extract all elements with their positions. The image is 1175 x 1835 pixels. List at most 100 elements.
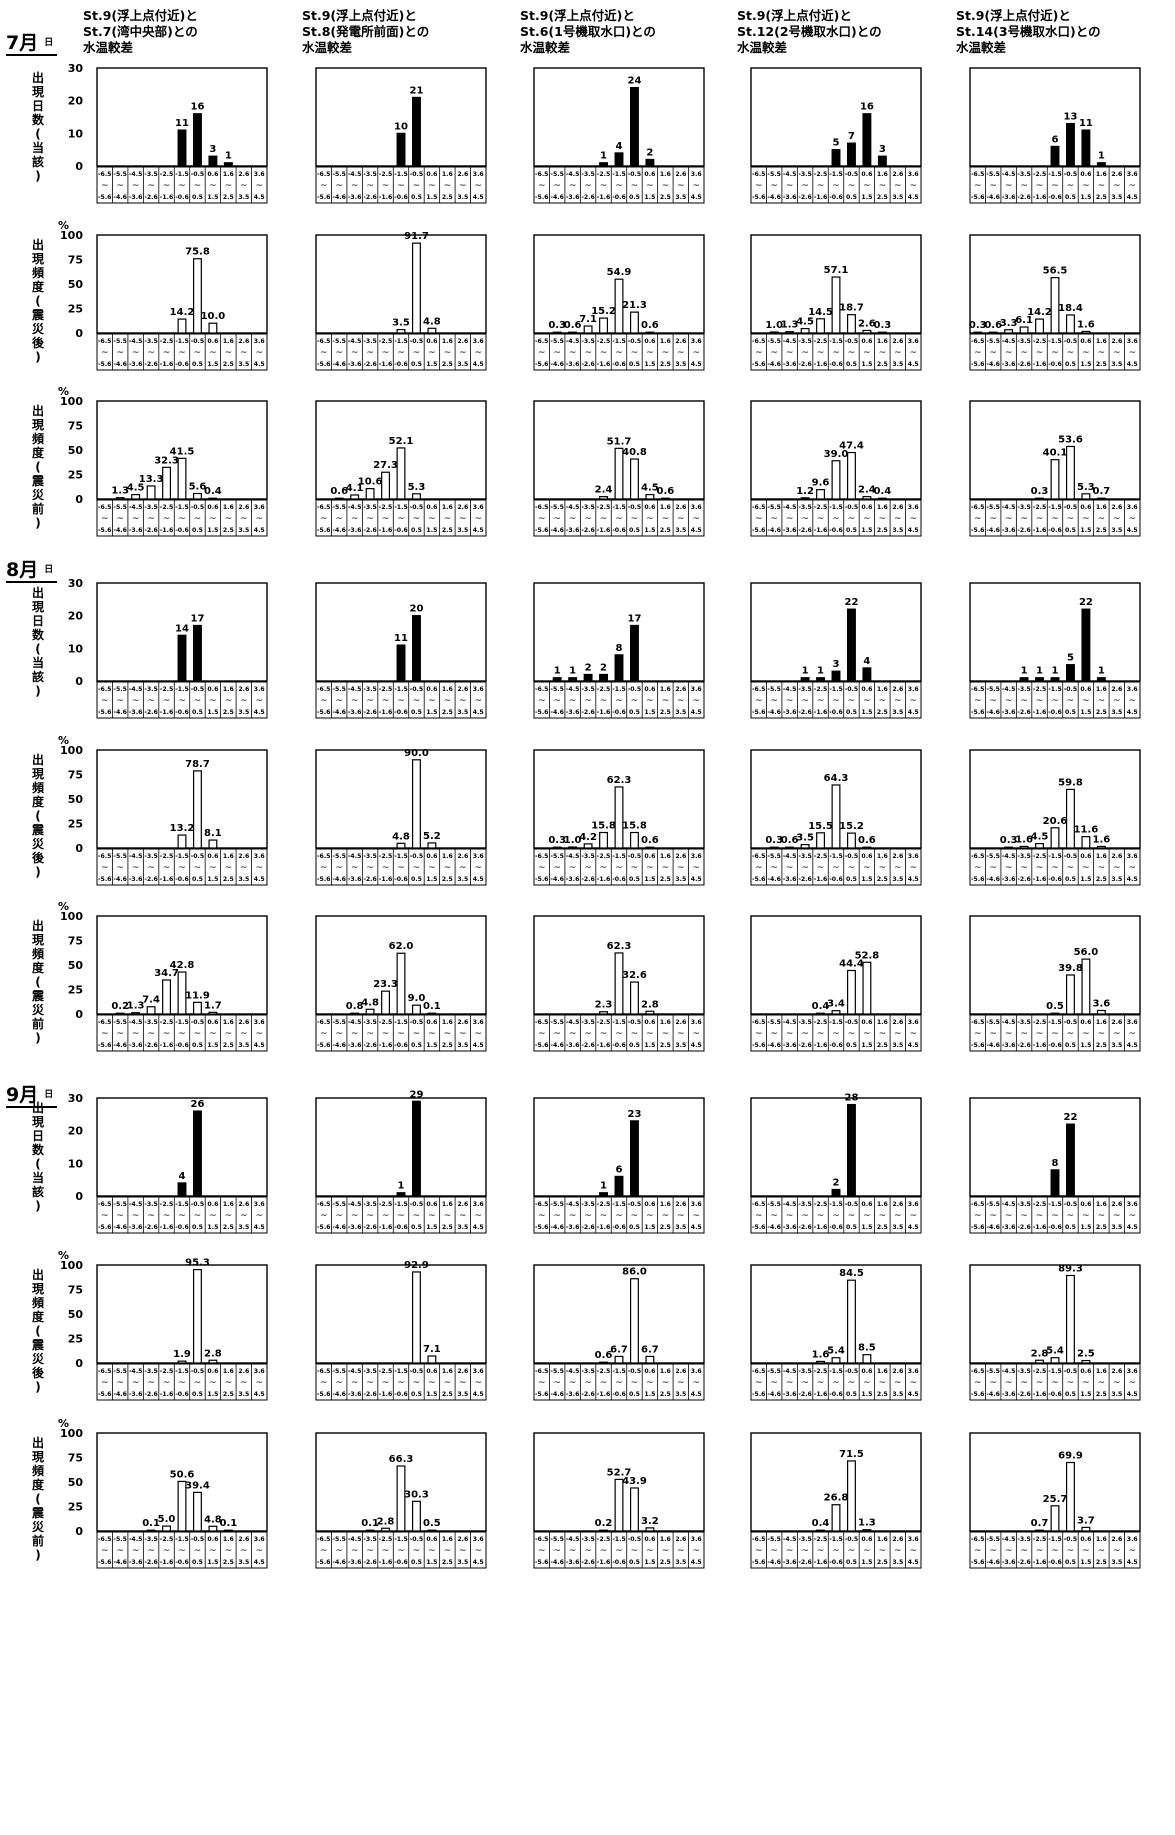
data-label: 43.9 <box>622 1476 647 1487</box>
x-bin-upper: -5.6 <box>752 709 766 716</box>
x-bin-lower: 1.6 <box>223 504 234 511</box>
x-bin-upper: -4.6 <box>986 1391 1000 1398</box>
x-bin-upper: -3.6 <box>783 1042 797 1049</box>
x-bin-lower: -6.5 <box>971 1019 985 1026</box>
x-bin-lower: -4.5 <box>566 1368 580 1375</box>
x-bin-separator: ~ <box>101 1029 109 1039</box>
x-bin-upper: -3.6 <box>566 1559 580 1566</box>
x-bin-upper: 0.5 <box>846 1559 857 1566</box>
x-bin-lower: -4.5 <box>129 171 143 178</box>
y-tick-label: 30 <box>68 62 84 75</box>
x-bin-lower: -3.5 <box>363 1019 377 1026</box>
x-bin-upper: 4.5 <box>473 709 484 716</box>
x-bin-lower: 3.6 <box>908 1019 919 1026</box>
bar <box>223 162 233 167</box>
x-bin-lower: -6.5 <box>535 504 549 511</box>
x-bin-upper: 0.5 <box>1065 1224 1076 1231</box>
x-bin-lower: 0.6 <box>644 1368 655 1375</box>
x-bin-upper: -5.6 <box>971 527 985 534</box>
y-unit-label: % <box>58 1417 69 1430</box>
x-bin-lower: -3.5 <box>1017 1536 1031 1543</box>
x-bin-separator: ~ <box>397 1546 405 1556</box>
x-bin-table <box>750 681 922 719</box>
data-label: 0.3 <box>548 835 566 846</box>
x-bin-upper: -5.6 <box>535 1042 549 1049</box>
x-bin-separator: ~ <box>335 1546 343 1556</box>
x-bin-lower: -5.5 <box>550 1368 564 1375</box>
x-bin-lower: 1.6 <box>442 1201 453 1208</box>
bar <box>645 493 655 500</box>
x-bin-separator: ~ <box>770 1211 778 1221</box>
bar <box>1065 664 1075 682</box>
x-bin-lower: -4.5 <box>348 1368 362 1375</box>
x-bin-separator: ~ <box>569 1211 577 1221</box>
y-axis-label-char: ( <box>35 294 40 308</box>
y-axis-label-char: 震 <box>32 474 45 488</box>
bar <box>614 1355 624 1364</box>
y-axis-label-char: 頻 <box>32 780 44 795</box>
bar <box>846 1103 856 1197</box>
x-bin-upper: -0.6 <box>1048 527 1062 534</box>
x-bin-separator: ~ <box>1128 348 1136 358</box>
x-bin-upper: -2.6 <box>1017 709 1031 716</box>
data-label: 44.4 <box>839 958 864 969</box>
x-bin-separator: ~ <box>1051 514 1059 524</box>
x-bin-lower: -6.5 <box>752 1019 766 1026</box>
x-bin-separator: ~ <box>909 514 917 524</box>
x-bin-separator: ~ <box>662 1546 670 1556</box>
x-bin-separator: ~ <box>413 1029 421 1039</box>
x-bin-upper: 4.5 <box>473 1391 484 1398</box>
x-bin-separator: ~ <box>209 1546 217 1556</box>
x-bin-separator: ~ <box>692 181 700 191</box>
bar <box>831 1357 841 1364</box>
x-bin-lower: 1.6 <box>442 1019 453 1026</box>
x-bin-separator: ~ <box>320 1029 328 1039</box>
x-bin-upper: 1.5 <box>1080 709 1091 716</box>
x-bin-upper: 4.5 <box>908 709 919 716</box>
x-bin-separator: ~ <box>116 1378 124 1388</box>
x-bin-upper: -2.6 <box>798 194 812 201</box>
x-bin-lower: -1.5 <box>829 853 843 860</box>
x-bin-separator: ~ <box>662 514 670 524</box>
y-axis-label-char: 頻 <box>32 431 44 446</box>
column-header-line: St.6(1号機取水口)との <box>520 24 656 39</box>
x-bin-separator: ~ <box>116 863 124 873</box>
x-bin-lower: -2.5 <box>1033 1536 1047 1543</box>
y-tick-label: 25 <box>68 1501 83 1514</box>
x-bin-lower: 0.6 <box>644 1536 655 1543</box>
x-bin-lower: 2.6 <box>457 1368 468 1375</box>
x-bin-separator: ~ <box>848 348 856 358</box>
bar <box>629 1278 639 1364</box>
x-bin-separator: ~ <box>989 181 997 191</box>
x-bin-lower: 2.6 <box>675 1019 686 1026</box>
x-bin-upper: 3.5 <box>675 709 686 716</box>
x-bin-separator: ~ <box>1051 1211 1059 1221</box>
bar <box>1081 1526 1091 1532</box>
bar <box>645 1527 655 1532</box>
x-bin-upper: -2.6 <box>144 876 158 883</box>
x-bin-upper: -0.6 <box>829 527 843 534</box>
x-bin-separator: ~ <box>413 181 421 191</box>
y-axis-label-char: ) <box>35 684 40 698</box>
x-bin-separator: ~ <box>366 1546 374 1556</box>
data-label: 2.5 <box>1077 1349 1095 1360</box>
y-axis-label-char: 現 <box>32 767 44 781</box>
x-bin-lower: 2.6 <box>892 1368 903 1375</box>
data-label: 52.1 <box>389 436 414 447</box>
x-bin-lower: -2.5 <box>1033 504 1047 511</box>
x-bin-separator: ~ <box>863 348 871 358</box>
x-bin-separator: ~ <box>225 514 233 524</box>
bar <box>973 331 983 334</box>
x-bin-lower: 2.6 <box>675 1368 686 1375</box>
x-bin-separator: ~ <box>848 181 856 191</box>
x-bin-upper: -3.6 <box>348 709 362 716</box>
x-bin-upper: -0.6 <box>394 1391 408 1398</box>
x-bin-separator: ~ <box>974 1211 982 1221</box>
x-bin-upper: 2.5 <box>660 1042 671 1049</box>
x-bin-separator: ~ <box>770 696 778 706</box>
x-bin-upper: 0.5 <box>411 1042 422 1049</box>
x-bin-lower: -6.5 <box>98 686 112 693</box>
x-bin-upper: -5.6 <box>317 1391 331 1398</box>
bar <box>831 1010 841 1015</box>
data-label: 1 <box>600 151 607 162</box>
